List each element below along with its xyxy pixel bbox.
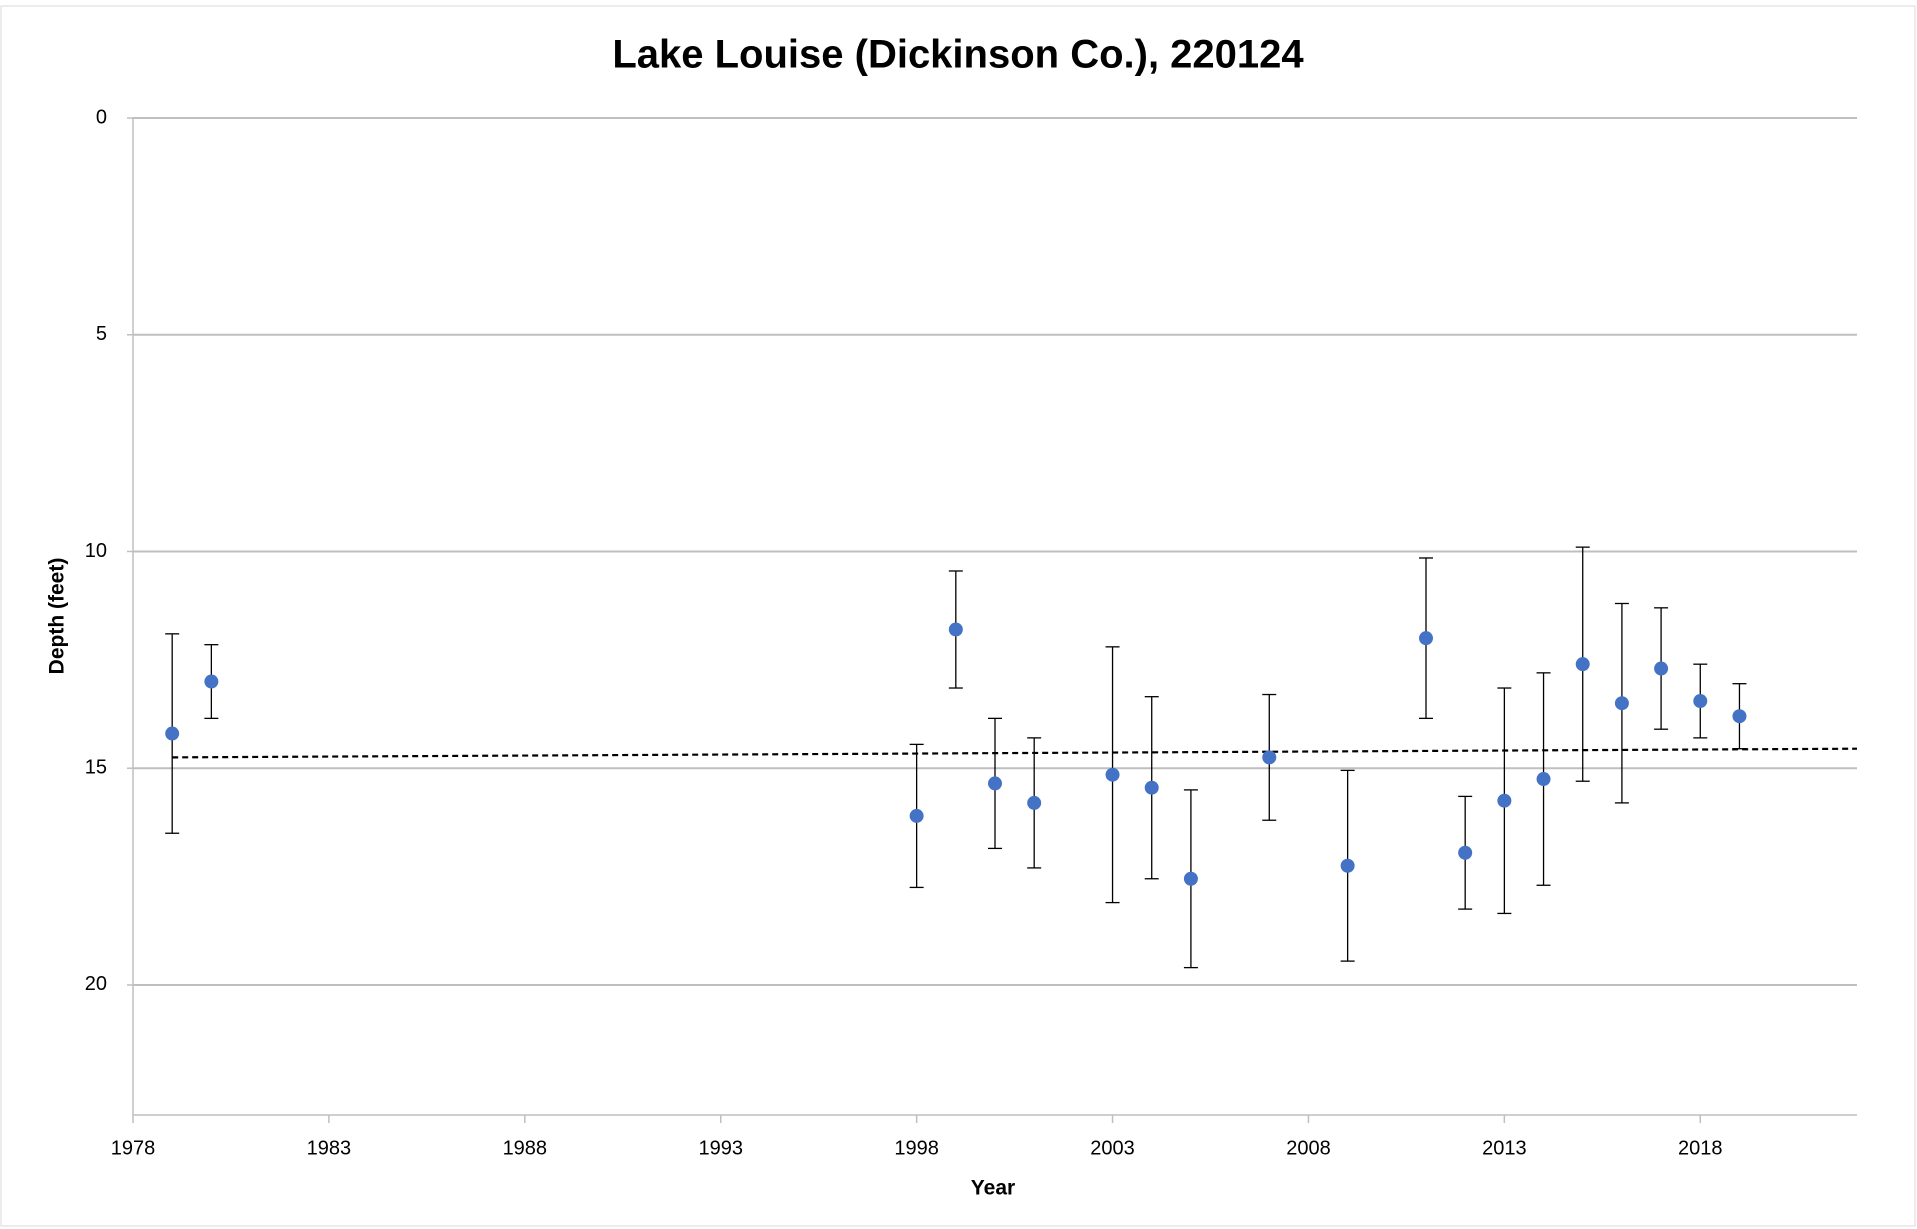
x-tick-label: 1993	[698, 1137, 743, 1159]
y-tick-label: 15	[85, 756, 107, 778]
data-point	[1654, 661, 1669, 676]
data-point	[988, 776, 1002, 791]
y-tick-label: 5	[96, 323, 107, 345]
y-tick-label: 20	[85, 973, 107, 995]
data-point	[1027, 795, 1042, 810]
x-tick-label: 1998	[894, 1137, 939, 1159]
data-point	[1419, 631, 1433, 646]
y-tick-label: 10	[85, 540, 107, 562]
x-tick-label: 2003	[1090, 1137, 1135, 1159]
data-point	[1340, 858, 1355, 873]
data-point	[1614, 696, 1629, 711]
data-point	[1497, 793, 1512, 808]
x-tick-label: 2013	[1482, 1137, 1527, 1159]
x-tick-label: 1983	[307, 1137, 352, 1159]
data-point	[1732, 709, 1747, 724]
data-point	[1262, 750, 1277, 765]
data-point	[1105, 767, 1120, 782]
data-point	[165, 726, 180, 741]
data-point	[1183, 871, 1198, 886]
data-point	[1693, 694, 1708, 709]
y-axis-title: Depth (feet)	[46, 558, 69, 675]
chart-frame	[0, 5, 1916, 1227]
data-point	[948, 622, 963, 637]
y-tick-label: 0	[96, 106, 107, 128]
x-tick-label: 1988	[503, 1137, 548, 1159]
data-point	[1575, 657, 1590, 672]
data-point	[204, 674, 219, 689]
data-point	[1144, 780, 1159, 795]
trend-line	[172, 747, 1858, 759]
x-tick-label: 2018	[1678, 1137, 1723, 1159]
data-point	[1536, 772, 1551, 787]
x-tick-label: 1978	[111, 1137, 156, 1159]
x-axis-title: Year	[971, 1177, 1015, 1200]
data-point	[1458, 845, 1473, 860]
data-point	[909, 808, 924, 823]
chart-title: Lake Louise (Dickinson Co.), 220124	[612, 33, 1304, 77]
x-tick-label: 2008	[1286, 1137, 1331, 1159]
